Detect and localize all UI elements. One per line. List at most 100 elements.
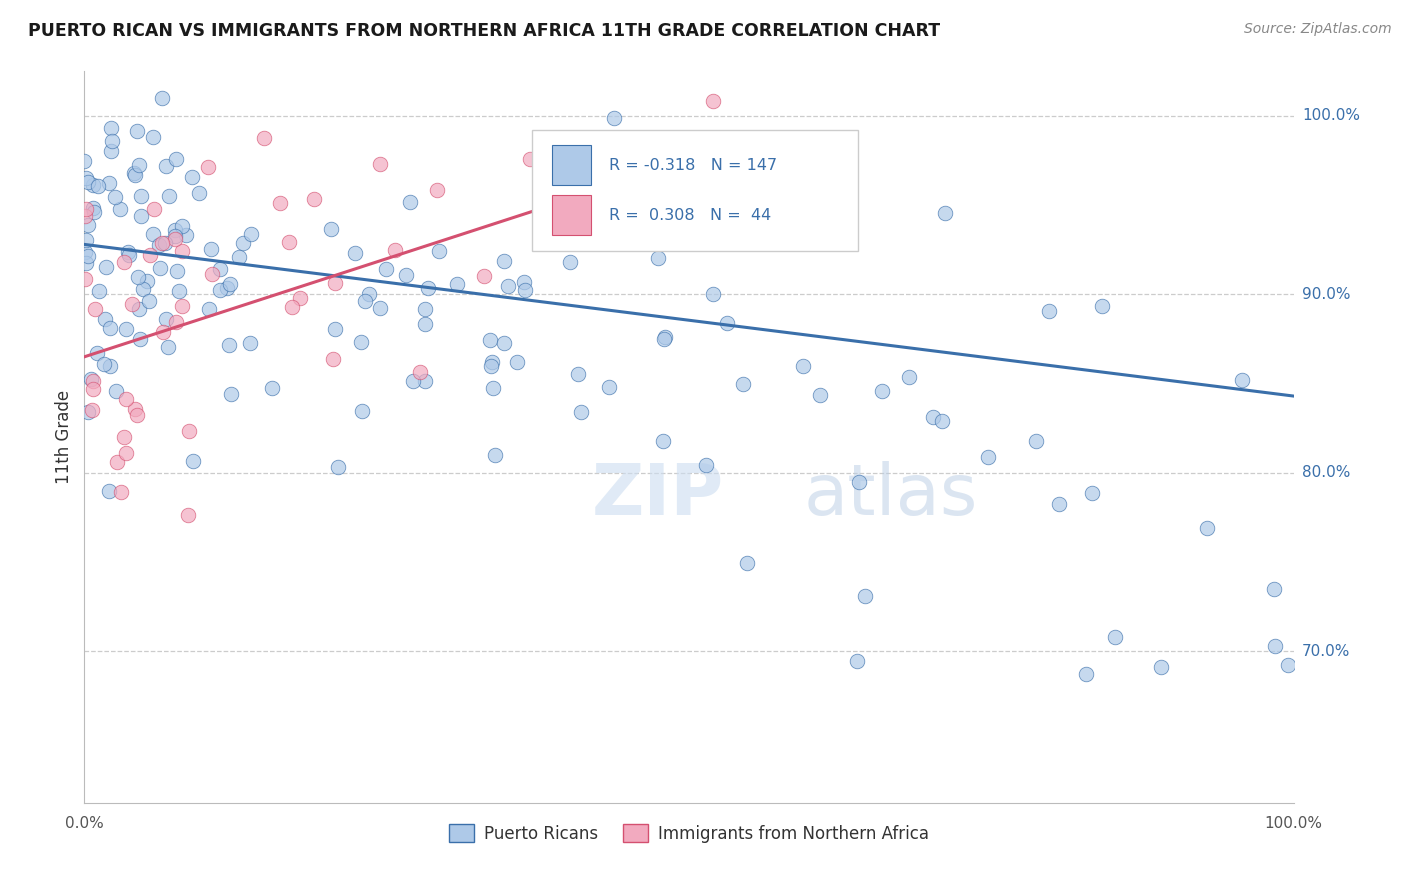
Point xyxy=(80,371,103,385)
Point xyxy=(353,293,375,308)
Point xyxy=(513,275,536,289)
Point xyxy=(148,238,170,252)
Point xyxy=(569,405,592,419)
Point xyxy=(73,154,96,169)
Point xyxy=(112,255,135,269)
Point xyxy=(322,351,344,366)
Point xyxy=(654,330,676,344)
Point xyxy=(170,299,193,313)
Point xyxy=(513,283,536,297)
Point xyxy=(399,194,422,209)
Point xyxy=(150,91,173,105)
Point xyxy=(200,243,222,257)
Point xyxy=(87,178,110,193)
Point xyxy=(481,355,503,369)
Point xyxy=(75,171,97,186)
Point xyxy=(83,205,105,219)
Point xyxy=(1232,372,1254,386)
Point xyxy=(152,235,174,250)
Point xyxy=(155,159,177,173)
Point xyxy=(219,387,242,401)
Point xyxy=(170,219,193,234)
FancyBboxPatch shape xyxy=(531,130,858,251)
Point xyxy=(110,485,132,500)
Point xyxy=(98,359,121,373)
Point xyxy=(260,380,283,394)
Point xyxy=(98,483,121,498)
Point xyxy=(174,228,197,243)
Point xyxy=(77,404,100,418)
Point xyxy=(77,176,100,190)
Point xyxy=(496,279,519,293)
Point xyxy=(702,94,724,108)
Point xyxy=(93,358,115,372)
Point xyxy=(152,325,174,339)
Point xyxy=(323,322,346,336)
Point xyxy=(931,413,953,427)
Point xyxy=(108,202,131,216)
Point xyxy=(80,403,103,417)
Point xyxy=(181,169,204,184)
Point xyxy=(76,218,98,232)
Point xyxy=(628,158,651,172)
Point xyxy=(142,130,165,145)
Point xyxy=(506,355,529,369)
Point xyxy=(104,190,127,204)
Point xyxy=(165,232,187,246)
Point xyxy=(492,335,515,350)
Point xyxy=(326,459,349,474)
Point xyxy=(446,277,468,291)
Point xyxy=(1195,521,1218,535)
Point xyxy=(652,434,675,449)
Point xyxy=(209,283,232,297)
Point xyxy=(344,245,367,260)
Point xyxy=(127,270,149,285)
Point xyxy=(165,223,187,237)
Point xyxy=(519,152,541,166)
Point xyxy=(101,134,124,148)
Point xyxy=(128,158,150,172)
Point xyxy=(652,332,675,346)
Text: R =  0.308   N =  44: R = 0.308 N = 44 xyxy=(609,208,772,223)
Point xyxy=(479,359,502,374)
Point xyxy=(808,388,831,402)
Point xyxy=(166,264,188,278)
Point xyxy=(198,301,221,316)
Point xyxy=(426,183,449,197)
Point xyxy=(413,317,436,331)
Point xyxy=(169,284,191,298)
Point xyxy=(138,293,160,308)
Text: 100.0%: 100.0% xyxy=(1302,109,1360,123)
Point xyxy=(1104,630,1126,644)
Point xyxy=(1149,660,1171,674)
Point xyxy=(897,369,920,384)
Point xyxy=(124,401,146,416)
Point xyxy=(218,337,240,351)
Point xyxy=(846,654,869,668)
Point xyxy=(402,374,425,388)
Point xyxy=(232,235,254,250)
Point xyxy=(409,365,432,379)
Point xyxy=(304,192,326,206)
Point xyxy=(121,297,143,311)
Point xyxy=(100,321,122,335)
Point xyxy=(86,346,108,360)
Point xyxy=(384,243,406,257)
Point xyxy=(83,301,105,316)
Point xyxy=(219,277,242,292)
Point xyxy=(277,235,299,250)
Point xyxy=(575,159,598,173)
Point xyxy=(122,166,145,180)
Point xyxy=(124,168,146,182)
Point xyxy=(105,455,128,469)
Point xyxy=(118,248,141,262)
Point xyxy=(416,281,439,295)
Point xyxy=(702,286,724,301)
Point xyxy=(115,446,138,460)
Point xyxy=(197,160,219,174)
Point xyxy=(484,448,506,462)
Point xyxy=(921,409,943,424)
Point xyxy=(114,392,136,406)
Point xyxy=(82,382,104,396)
Point xyxy=(288,291,311,305)
